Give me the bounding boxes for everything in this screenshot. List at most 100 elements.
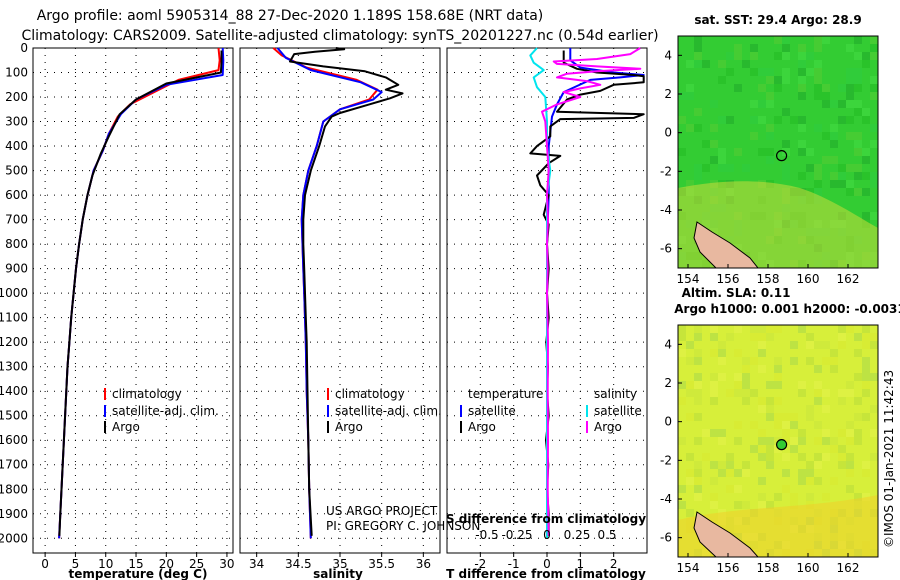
map-cell [798,76,806,84]
map-cell [846,92,854,100]
map-cell [718,357,726,365]
map-cell [782,44,790,52]
map-cell [822,92,830,100]
map-cell [774,373,782,381]
map-cell [814,453,822,461]
map-cell [726,389,734,397]
map-cell [862,469,870,477]
map-cell [830,100,838,108]
map-cell [678,501,686,509]
map-cell [678,116,686,124]
x-tick-label: 1 [577,557,585,571]
x-tick-label: 0 [41,557,49,571]
map-cell [734,437,742,445]
map-cell [854,172,862,180]
map-cell [718,437,726,445]
map-cell [734,349,742,357]
x-tick-label: -2 [474,557,486,571]
map-cell [686,92,694,100]
map-cell [798,469,806,477]
map-cell [734,325,742,333]
map-cell [822,100,830,108]
map-cell [790,341,798,349]
temperature-x-axis-label: temperature (deg C) [69,567,208,580]
map-cell [822,389,830,397]
s-difference-label: S difference from climatology [446,512,646,526]
map-cell [782,164,790,172]
map-cell [750,52,758,60]
map-cell [686,341,694,349]
x-tick-label: 20 [159,557,174,571]
map-cell [814,84,822,92]
map-x-tick-label: 160 [797,272,820,286]
y-tick-label: 1900 [0,507,28,521]
x-tick-label: 10 [98,557,113,571]
map-cell [774,36,782,44]
map-cell [862,493,870,501]
map-cell [758,453,766,461]
map-cell [694,36,702,44]
legend-satellite-label: satellite-adj. clim. [335,404,442,418]
map-cell [846,461,854,469]
map-cell [758,341,766,349]
map-cell [766,124,774,132]
legend-climatology-label: climatology [112,387,182,401]
map-cell [838,341,846,349]
map-cell [694,124,702,132]
map-cell [718,429,726,437]
map-cell [862,172,870,180]
map-cell [798,44,806,52]
map-cell [694,357,702,365]
map-cell [758,333,766,341]
map-cell [846,68,854,76]
map-cell [822,405,830,413]
map-cell [750,421,758,429]
x-tick-label: 15 [128,557,143,571]
map-cell [870,140,878,148]
map-cell [726,164,734,172]
map-cell [726,68,734,76]
map-cell [774,493,782,501]
map-cell [782,429,790,437]
map-cell [766,453,774,461]
map-cell [678,485,686,493]
map-cell [774,84,782,92]
map-cell [822,437,830,445]
map-cell [686,509,694,517]
map-cell [854,437,862,445]
map-cell [854,100,862,108]
map-cell [854,108,862,116]
map-cell [774,365,782,373]
map-cell [846,180,854,188]
map-cell [726,485,734,493]
map-cell [870,172,878,180]
map-cell [742,501,750,509]
y-tick-label: 900 [5,262,28,276]
map-cell [806,477,814,485]
map-cell [830,437,838,445]
map-cell [822,132,830,140]
x-tick-label: 34 [249,557,264,571]
map-cell [862,188,870,196]
map-cell [678,397,686,405]
map-cell [854,76,862,84]
sla-map-title: Altim. SLA: 0.11 [682,286,791,300]
map-cell [822,429,830,437]
map-cell [806,469,814,477]
map-cell [678,437,686,445]
map-cell [758,405,766,413]
map-cell [790,445,798,453]
map-cell [862,357,870,365]
map-cell [694,381,702,389]
map-cell [694,164,702,172]
map-cell [838,84,846,92]
map-cell [854,349,862,357]
map-cell [862,116,870,124]
map-cell [854,140,862,148]
map-cell [678,325,686,333]
temperature-panel: 0100200300400500600700800900100011001200… [0,41,235,580]
map-cell [846,100,854,108]
map-cell [854,373,862,381]
map-cell [718,373,726,381]
